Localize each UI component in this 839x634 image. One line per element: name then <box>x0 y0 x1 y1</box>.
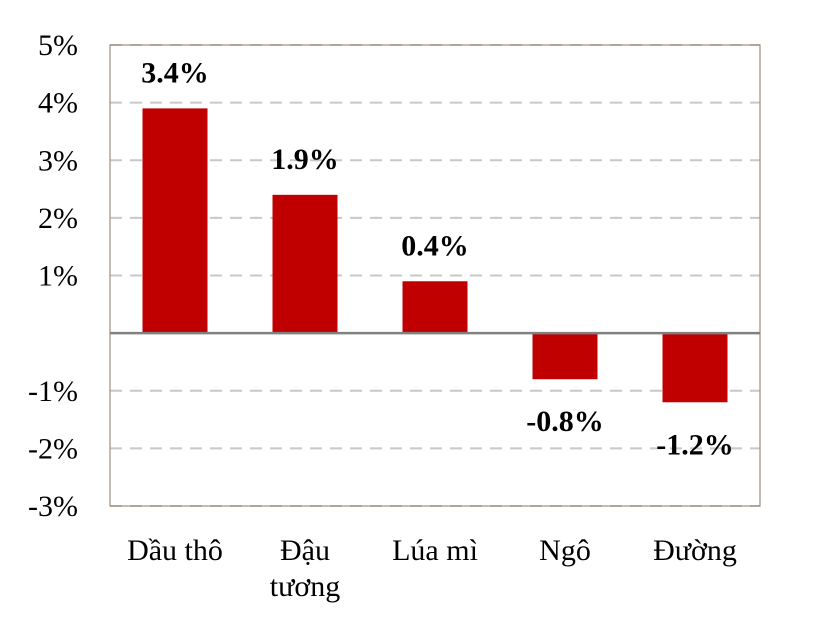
category-label: Ngô <box>539 534 591 567</box>
category-label-line: Ngô <box>539 534 591 567</box>
category-label-line: tương <box>270 570 340 603</box>
data-label: 0.4% <box>401 229 469 262</box>
bar <box>662 333 728 403</box>
y-tick-label: 5% <box>38 29 78 62</box>
category-label: Dầu thô <box>127 534 223 567</box>
data-label: 3.4% <box>141 56 209 89</box>
y-tick-label: 1% <box>38 260 78 293</box>
y-tick-label: 4% <box>38 87 78 120</box>
y-tick-label: -2% <box>28 432 78 465</box>
category-label-line: Đường <box>653 534 737 567</box>
category-label: Lúa mì <box>392 534 478 567</box>
bar <box>142 108 208 334</box>
bar <box>532 333 598 380</box>
category-label-line: Đậu <box>280 534 330 567</box>
category-label: Đường <box>653 534 737 567</box>
data-label: -1.2% <box>656 428 734 461</box>
y-tick-label: 3% <box>38 144 78 177</box>
category-label-line: Dầu thô <box>127 534 223 567</box>
y-tick-label: 2% <box>38 202 78 235</box>
bar <box>272 194 338 334</box>
category-label: Đậu tương <box>270 534 340 603</box>
data-label: 1.9% <box>271 143 339 176</box>
data-label: -0.8% <box>526 405 604 438</box>
y-tick-label: -3% <box>28 490 78 523</box>
category-label-line: Lúa mì <box>392 534 478 567</box>
y-tick-label: -1% <box>28 375 78 408</box>
bar <box>402 281 468 334</box>
plot-border <box>109 44 761 507</box>
